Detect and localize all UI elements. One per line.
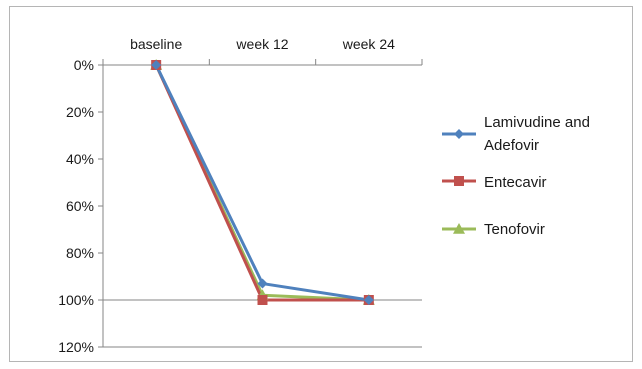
- legend-marker: [454, 129, 464, 139]
- y-tick-label: 0%: [74, 57, 94, 73]
- series-line: [154, 64, 370, 302]
- y-tick-label: 120%: [58, 339, 94, 355]
- data-point: [257, 278, 268, 289]
- data-point: [151, 60, 162, 70]
- data-point: [363, 295, 374, 305]
- series-line: [154, 64, 369, 302]
- y-tick-label: 80%: [66, 245, 94, 261]
- legend-marker: [454, 176, 464, 186]
- y-tick-label: 100%: [58, 292, 94, 308]
- data-point: [257, 295, 268, 305]
- legend-label: Entecavir: [484, 174, 547, 191]
- y-tick-label: 40%: [66, 151, 94, 167]
- series-line: [154, 64, 369, 302]
- legend-marker: [453, 223, 465, 234]
- legend-label: Lamivudine and: [484, 114, 590, 131]
- line-chart: baseline week 12 week 24 0% 20% 40% 60% 80% 100%…: [58, 36, 590, 355]
- x-tick-label: baseline: [130, 36, 182, 52]
- x-tick-label: week 24: [342, 36, 395, 52]
- legend-label: Tenofovir: [484, 221, 545, 238]
- legend-label: Adefovir: [484, 137, 539, 154]
- chart-frame: baseline week 12 week 24 0% 20% 40% 60% 80% 100%…: [9, 6, 633, 362]
- y-tick-label: 60%: [66, 198, 94, 214]
- x-tick-label: week 12: [235, 36, 288, 52]
- y-tick-label: 20%: [66, 104, 94, 120]
